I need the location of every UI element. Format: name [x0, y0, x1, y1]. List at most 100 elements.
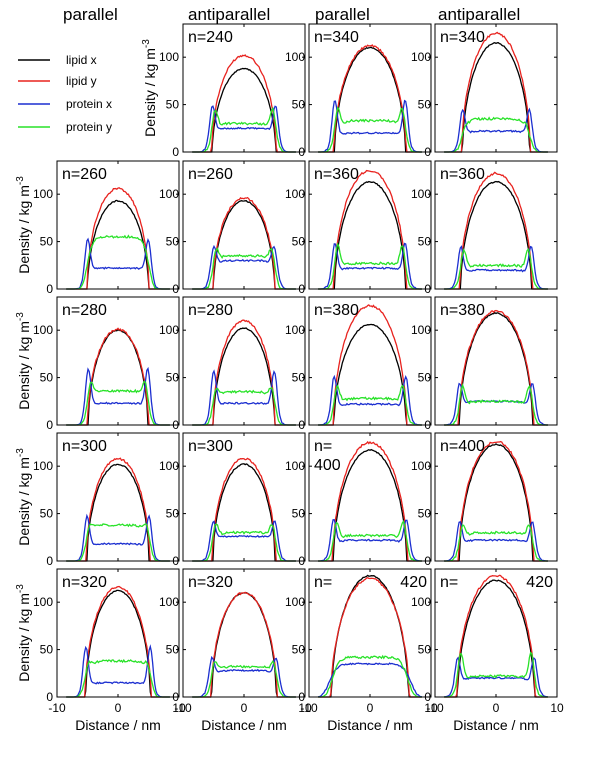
y-tick-label: 50	[418, 371, 432, 385]
panel-label: n=280	[188, 302, 233, 319]
x-tick-label: 0	[115, 701, 122, 715]
y-tick-label: 50	[166, 507, 180, 521]
panel-label: n=340	[314, 29, 359, 46]
panel-260a: 0 50 100 n=260	[159, 160, 306, 296]
y-tick-label: 50	[40, 643, 54, 657]
x-tick-label: 0	[367, 701, 374, 715]
y-tick-label: 0	[46, 418, 53, 432]
y-tick-label: 50	[418, 98, 432, 112]
y-tick-label: 50	[292, 371, 306, 385]
panel-label: n=	[314, 574, 332, 591]
series-lipid-x-260a	[192, 200, 296, 290]
series-protein-x-320a	[192, 655, 296, 698]
series-protein-x-320p	[66, 644, 170, 698]
panel-240: 0 50 100 n=240 Density / kg m-3	[141, 23, 306, 159]
column-title-4: antiparallel	[438, 5, 520, 24]
series-protein-x-240	[192, 105, 296, 153]
y-tick-label: 0	[172, 554, 179, 568]
y-tick-label: 100	[411, 50, 431, 64]
legend-label-lipid-y: lipid y	[66, 74, 97, 88]
y-tick-label: 100	[159, 50, 179, 64]
panel-label: n=300	[188, 438, 233, 455]
series-protein-y-300a	[192, 523, 296, 562]
panel-260p: 0 50 100 n=260 Density / kg m-3	[15, 160, 180, 296]
panel-280a: 0 50 100 n=280	[159, 296, 306, 432]
series-protein-y-320a	[192, 660, 296, 698]
legend-label-protein-y: protein y	[66, 120, 112, 134]
x-tick-label: 0	[241, 701, 248, 715]
series-protein-x-300p	[66, 513, 170, 562]
series-protein-x-360p	[318, 242, 422, 290]
series-lipid-y-420p	[318, 576, 422, 698]
series-lipid-x-280p	[66, 328, 170, 426]
y-tick-label: 50	[40, 507, 54, 521]
x-tick-label: 10	[550, 701, 564, 715]
panel-label: n=260	[188, 166, 233, 183]
panel-label: n=300	[62, 438, 107, 455]
panel-label: n=380	[314, 302, 359, 319]
series-protein-y-280a	[192, 386, 296, 426]
series-protein-y-340a	[444, 116, 548, 153]
y-tick-label: 100	[159, 595, 179, 609]
y-tick-label: 100	[33, 187, 53, 201]
panel-380p: 0 50 100 n=380	[285, 296, 432, 432]
panel-280p: 0 50 100 n=280 Density / kg m-3	[15, 296, 180, 432]
series-protein-y-320p	[66, 658, 170, 698]
panel-340p: 0 50 100 n=340	[285, 23, 432, 159]
series-protein-y-400a	[444, 524, 548, 562]
panel-label-suffix: 400	[314, 457, 341, 474]
panel-label: n=400	[440, 438, 485, 455]
series-lipid-x-420a	[444, 579, 548, 698]
y-tick-label: 100	[33, 595, 53, 609]
series-lipid-y-260a	[192, 196, 296, 290]
series-lipid-y-420a	[444, 574, 548, 698]
panel-400a: 0 50 100 n=400	[411, 432, 558, 568]
y-tick-label: 100	[411, 595, 431, 609]
y-tick-label: 0	[424, 690, 431, 704]
column-title-1: parallel	[63, 5, 118, 24]
series-protein-y-360p	[318, 242, 422, 290]
x-axis-label: Distance / nm	[453, 717, 539, 733]
y-tick-label: 100	[411, 187, 431, 201]
series-protein-y-260a	[192, 247, 296, 290]
x-axis-label: Distance / nm	[75, 717, 161, 733]
y-tick-label: 50	[418, 507, 432, 521]
y-tick-label: 0	[298, 145, 305, 159]
y-tick-label: 100	[159, 187, 179, 201]
y-tick-label: 100	[33, 323, 53, 337]
y-tick-label: 50	[166, 98, 180, 112]
y-tick-label: 100	[159, 323, 179, 337]
series-lipid-x-300a	[192, 463, 296, 562]
y-tick-label: 0	[424, 145, 431, 159]
series-lipid-y-400p	[318, 440, 422, 562]
y-tick-label: 0	[172, 145, 179, 159]
y-tick-label: 100	[411, 323, 431, 337]
y-tick-label: 50	[40, 235, 54, 249]
panel-label: n=340	[440, 29, 485, 46]
series-protein-y-380a	[444, 382, 548, 426]
y-axis-label: Density / kg m-3	[141, 39, 158, 137]
series-lipid-y-260p	[66, 187, 170, 290]
y-axis-label: Density / kg m-3	[15, 448, 32, 546]
y-tick-label: 100	[33, 459, 53, 473]
y-tick-label: 50	[292, 507, 306, 521]
y-tick-label: 0	[172, 690, 179, 704]
legend-label-lipid-x: lipid x	[66, 53, 97, 67]
x-axis-label: Distance / nm	[327, 717, 413, 733]
x-tick-label: -10	[48, 701, 66, 715]
series-protein-x-360a	[444, 245, 548, 290]
series-protein-y-260p	[66, 234, 170, 290]
y-tick-label: 0	[298, 690, 305, 704]
x-tick-label: -10	[426, 701, 444, 715]
panel-label: n=360	[314, 166, 359, 183]
y-tick-label: 50	[292, 643, 306, 657]
panel-label-suffix: 420	[400, 574, 427, 591]
series-protein-x-300a	[192, 520, 296, 562]
y-tick-label: 0	[424, 418, 431, 432]
y-tick-label: 100	[285, 187, 305, 201]
